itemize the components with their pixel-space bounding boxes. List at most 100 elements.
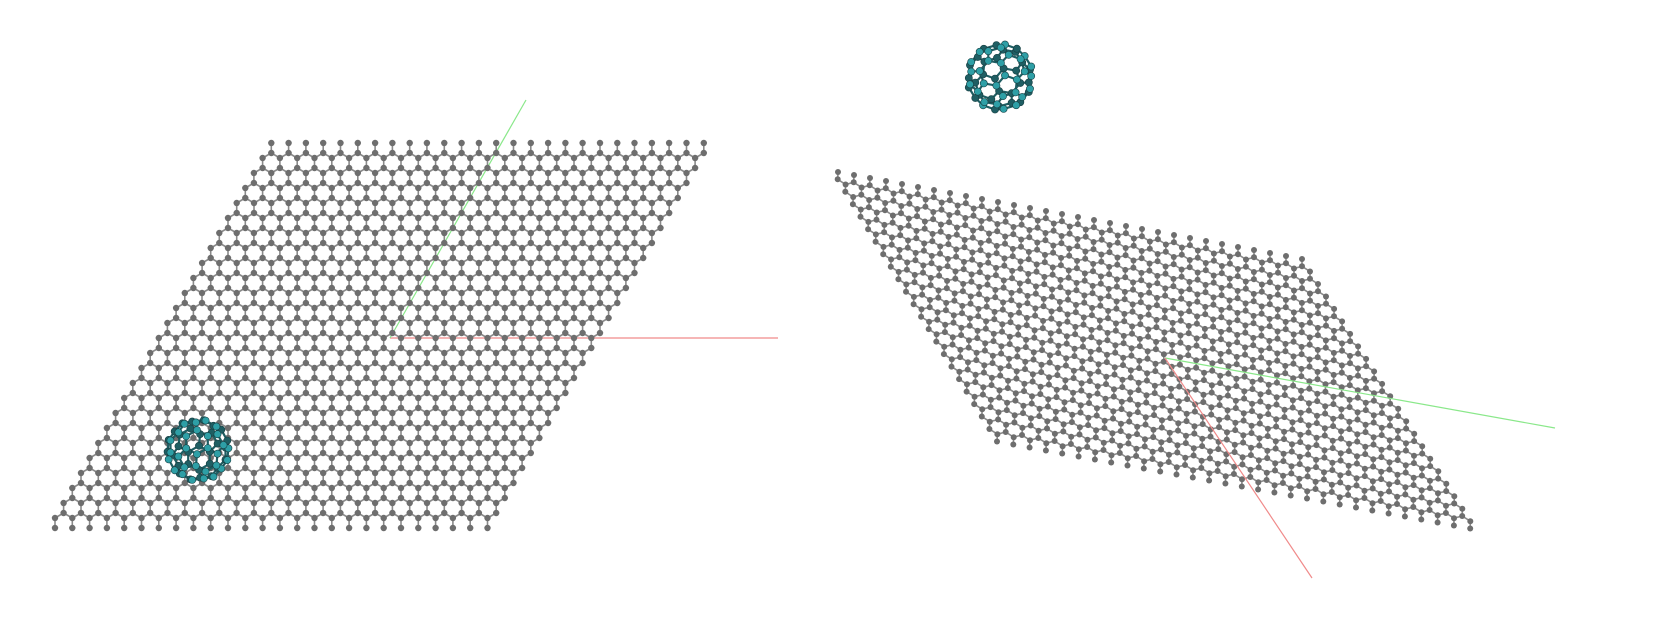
carbon-atom <box>432 154 439 162</box>
carbon-atom <box>501 424 508 432</box>
carbon-atom <box>276 404 284 412</box>
carbon-atom <box>259 424 266 432</box>
carbon-atom <box>432 334 439 342</box>
fullerene-atom <box>178 470 187 479</box>
carbon-atom <box>259 224 266 232</box>
carbon-atom <box>449 334 457 342</box>
carbon-atom <box>181 359 188 367</box>
carbon-atom <box>86 514 93 522</box>
carbon-atom <box>363 164 370 172</box>
carbon-atom <box>596 149 604 157</box>
carbon-atom <box>406 419 413 427</box>
carbon-atom <box>449 464 457 472</box>
carbon-atom <box>285 209 292 217</box>
carbon-atom <box>406 409 413 417</box>
carbon-atom <box>302 449 310 457</box>
carbon-atom <box>311 484 318 492</box>
carbon-atom <box>242 424 249 432</box>
carbon-atom <box>259 484 266 492</box>
carbon-atom <box>311 214 318 222</box>
carbon-atom <box>285 139 292 147</box>
carbon-atom <box>484 404 491 412</box>
carbon-atom <box>527 409 534 417</box>
carbon-atom <box>423 139 431 147</box>
carbon-atom <box>371 509 379 517</box>
carbon-atom <box>562 149 569 157</box>
carbon-atom <box>415 524 422 532</box>
carbon-atom <box>198 509 206 517</box>
carbon-atom <box>276 254 284 262</box>
carbon-atom <box>285 229 292 237</box>
carbon-atom <box>337 239 344 247</box>
carbon-atom <box>570 154 578 162</box>
carbon-atom <box>397 214 405 222</box>
carbon-atom <box>285 389 292 397</box>
carbon-atom <box>276 344 284 352</box>
carbon-atom <box>588 194 595 202</box>
carbon-atom <box>164 479 171 487</box>
carbon-atom <box>363 224 370 232</box>
carbon-atom <box>510 269 517 277</box>
carbon-atom <box>700 149 707 157</box>
carbon-atom <box>268 209 275 217</box>
carbon-atom <box>389 359 396 367</box>
carbon-atom <box>328 364 335 372</box>
carbon-atom <box>268 449 275 457</box>
carbon-atom <box>129 449 136 457</box>
carbon-atom <box>345 184 353 192</box>
carbon-atom <box>337 149 344 157</box>
carbon-atom <box>380 274 387 282</box>
carbon-atom <box>328 244 335 252</box>
carbon-atom <box>553 404 560 412</box>
carbon-atom <box>285 299 292 307</box>
carbon-atom <box>397 244 405 252</box>
carbon-atom <box>233 289 240 297</box>
carbon-atom <box>259 244 266 252</box>
carbon-atom <box>397 314 405 322</box>
carbon-atom <box>380 424 387 432</box>
carbon-atom <box>449 244 457 252</box>
axis-y-line <box>389 99 527 339</box>
carbon-atom <box>423 259 431 267</box>
carbon-atom <box>242 434 249 442</box>
carbon-atom <box>121 494 128 502</box>
fullerene-atom <box>1018 93 1027 101</box>
carbon-atom <box>484 364 491 372</box>
carbon-atom <box>579 199 586 207</box>
carbon-atom <box>164 499 171 507</box>
carbon-atom <box>337 179 344 187</box>
carbon-atom <box>268 349 275 357</box>
carbon-atom <box>198 499 206 507</box>
carbon-atom <box>475 509 483 517</box>
carbon-atom <box>406 389 413 397</box>
carbon-atom <box>311 514 318 522</box>
carbon-atom <box>268 499 275 507</box>
carbon-atom <box>493 389 500 397</box>
carbon-atom <box>518 314 526 322</box>
carbon-atom <box>544 179 552 187</box>
carbon-atom <box>406 359 413 367</box>
carbon-atom <box>467 374 474 382</box>
carbon-atom <box>423 199 431 207</box>
carbon-atom <box>527 389 534 397</box>
carbon-atom <box>510 349 517 357</box>
carbon-atom <box>259 304 266 312</box>
carbon-atom <box>268 469 275 477</box>
carbon-atom <box>354 299 361 307</box>
carbon-atom <box>95 469 102 477</box>
carbon-atom <box>302 319 310 327</box>
carbon-atom <box>259 344 266 352</box>
carbon-atom <box>441 469 448 477</box>
carbon-atom <box>553 244 560 252</box>
carbon-atom <box>259 454 266 462</box>
carbon-atom <box>311 274 318 282</box>
carbon-atom <box>423 349 431 357</box>
carbon-atom <box>181 479 188 487</box>
carbon-atom <box>155 454 162 462</box>
carbon-atom <box>605 304 612 312</box>
carbon-atom <box>95 509 102 517</box>
carbon-atom <box>493 239 500 247</box>
fullerene-atom <box>1027 62 1036 71</box>
carbon-atom <box>614 259 621 267</box>
carbon-atom <box>475 389 483 397</box>
